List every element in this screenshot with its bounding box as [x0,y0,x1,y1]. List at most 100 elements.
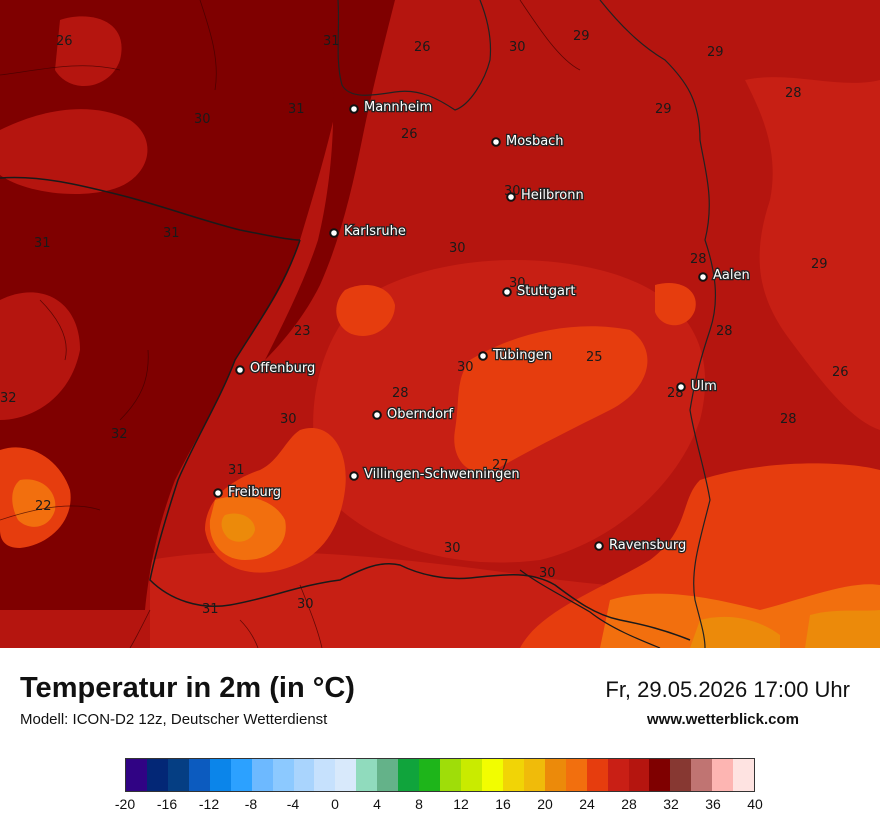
city-dot [506,192,516,202]
legend-swatch [293,759,315,791]
legend-tick-label: -16 [156,796,178,812]
city-offenburg: Offenburg [235,360,317,377]
city-markers: Mannheim Mosbach Heilbronn Karlsruhe Aal… [213,99,751,554]
isotherm-label: 26 [56,34,73,49]
isotherm-label: 28 [716,324,733,339]
city-dot [698,272,708,282]
borders [0,0,717,648]
legend-swatch [628,759,650,791]
legend-tick-label: 36 [705,796,721,812]
state-border [337,0,492,111]
isotherm-label: 32 [111,427,128,442]
legend-swatch [167,759,189,791]
legend-tick-label: 0 [331,796,339,812]
city-heilbronn: Heilbronn [506,187,585,204]
isotherm-label: 30 [297,597,314,612]
field-28-30 [0,292,80,420]
isotherm-label: 28 [690,252,707,267]
isotherm-label: 22 [35,499,52,514]
isotherm-label: 29 [573,29,590,44]
isotherm-label: 31 [228,463,245,478]
legend-swatch [272,759,294,791]
isotherm-label: 31 [288,102,305,117]
isotherm-label: 28 [780,412,797,427]
city-label: Ravensburg [609,538,686,553]
city-ravensburg: Ravensburg [594,537,688,554]
isotherm-label: 23 [294,324,311,339]
city-label: Heilbronn [521,188,584,203]
isotherm-label: 27 [492,458,509,473]
legend-tick-label: 8 [415,796,423,812]
field-28-30 [0,109,148,195]
field-20-22 [690,616,780,648]
city-label: Stuttgart [517,284,575,299]
isotherm-label: 31 [163,226,180,241]
isotherm-label: 26 [832,365,849,380]
field-28-30 [55,16,122,87]
legend-swatch [586,759,608,791]
legend-swatch [440,759,461,791]
city-label: Oberndorf [387,407,453,422]
lake-shore [519,569,661,648]
field-24-26 [655,282,696,326]
legend-swatch [356,759,378,791]
legend-swatch [523,759,545,791]
isotherm-label: 30 [444,541,461,556]
legend-swatch [419,759,441,791]
legend-tick-label: 4 [373,796,381,812]
city-dot [349,471,359,481]
isotherm-label: 28 [785,86,802,101]
city-dot [594,541,604,551]
city-dot [349,104,359,114]
city-label: Mosbach [506,134,564,149]
city-mosbach: Mosbach [491,133,565,150]
legend-tick-label: -8 [244,796,258,812]
city-oberndorf: Oberndorf [372,406,455,423]
isotherm-label: 30 [509,276,526,291]
city-dot [478,351,488,361]
legend-tick-label: -4 [286,796,300,812]
website-link[interactable]: www.wetterblick.com [647,711,799,728]
legend-swatch [146,759,168,791]
city-villingen-schwenningen: Villingen-Schwenningen [349,466,521,483]
isotherm-labels: 26 31 26 30 29 29 31 30 29 28 26 30 31 3… [0,29,849,617]
legend-tick-label: 24 [579,796,595,812]
legend-swatch [209,759,231,791]
isotherm-label: 32 [0,391,17,406]
isotherm-label: 31 [202,602,219,617]
legend-swatch [230,759,252,791]
city-freiburg: Freiburg [213,484,282,501]
isotherm-label: 31 [323,34,340,49]
field-24-26 [454,326,648,473]
isotherm-label: 26 [401,127,418,142]
legend-swatch [188,759,210,791]
legend-tick-label: -12 [198,796,220,812]
legend-swatch [126,759,147,791]
field-20-22 [221,513,255,542]
district-border [0,0,581,648]
isotherm-label: 31 [34,236,51,251]
isotherm-label: 26 [414,40,431,55]
isotherm-label: 30 [194,112,211,127]
city-label: Mannheim [364,100,432,115]
legend-tick-label: 20 [537,796,553,812]
city-dot [372,410,382,420]
field-22-24 [12,479,56,527]
city-dot [676,382,686,392]
color-legend: -20 -16 -12 -8 -4 0 4 8 12 16 20 24 28 32 36 40 [105,756,775,816]
state-border [599,0,717,648]
city-dot [491,137,501,147]
forecast-datetime: Fr, 29.05.2026 17:00 Uhr [605,677,850,702]
legend-swatch [670,759,692,791]
city-label: Aalen [713,268,750,283]
legend-swatch [691,759,713,791]
legend-tick-label: 32 [663,796,679,812]
city-mannheim: Mannheim [349,99,433,116]
field-26-28 [745,77,880,430]
model-source: Modell: ICON-D2 12z, Deutscher Wetterdie… [20,711,328,728]
legend-swatch [461,759,482,791]
legend-swatch [251,759,273,791]
city-label: Offenburg [250,361,315,376]
legend-swatch [335,759,357,791]
city-dot [329,228,339,238]
